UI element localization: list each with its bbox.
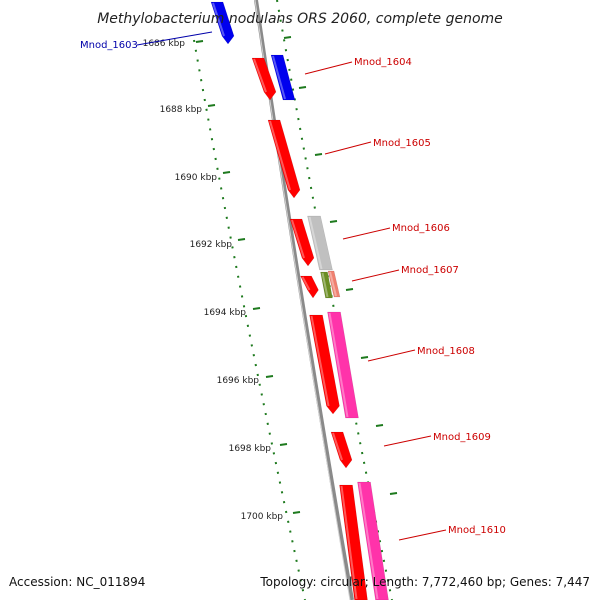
gene-label-leader (136, 31, 213, 46)
gene-feature-salmon (327, 270, 341, 298)
gene-feature-red (267, 119, 301, 199)
gene-label-leader (367, 349, 416, 362)
tick-mark-inner (222, 171, 231, 174)
tick-mark-outer (389, 492, 398, 495)
accession-text: Accession: NC_011894 (9, 575, 145, 589)
gene-feature-highlight (321, 272, 329, 298)
gene-feature-highlight (253, 58, 267, 93)
gene-label-leader (342, 227, 391, 240)
gene-label-leader (324, 141, 372, 155)
tick-mark-outer (283, 36, 292, 39)
gene-label: Mnod_1604 (354, 57, 412, 68)
gene-labels: Mnod_1603 Mnod_1604 Mnod_1605 Mnod_1606 Mnod… (80, 31, 506, 541)
tick-label: 1692 kbp (190, 240, 233, 250)
tick-label: 1698 kbp (229, 444, 272, 454)
gene-label: Mnod_1603 (80, 40, 138, 51)
tick-mark-inner (265, 375, 274, 378)
gene-label: Mnod_1606 (392, 223, 450, 234)
gene-feature-pink (357, 481, 389, 600)
tick-marks: 1686 kbp 1688 kbp 1690 kbp 1692 kbp 1694 kbp… (143, 36, 398, 522)
gene-feature-red (339, 484, 368, 600)
gene-feature-pink (327, 311, 359, 419)
tick-mark-outer (298, 86, 307, 89)
tick-mark-outer (329, 220, 338, 223)
tick-mark-outer (375, 424, 384, 427)
gene-label-leader (351, 269, 400, 282)
gene-label: Mnod_1609 (433, 432, 491, 443)
gene-label-leader (383, 435, 432, 447)
gene-label-leader (398, 529, 447, 541)
gene-feature-blue (210, 1, 235, 45)
tick-mark-inner (195, 40, 204, 43)
gene-feature-highlight (340, 485, 358, 600)
tick-mark-inner (237, 238, 246, 241)
gene-feature-highlight (301, 276, 311, 291)
gene-feature-highlight (328, 312, 349, 418)
gene-feature-blue (270, 54, 296, 101)
gene-feature-highlight (272, 55, 286, 100)
gene-feature-highlight (291, 219, 305, 259)
gene-feature-highlight (212, 2, 225, 37)
tick-label: 1696 kbp (217, 376, 260, 386)
tick-label: 1690 kbp (175, 173, 218, 183)
map-title: Methylobacterium nodulans ORS 2060, comp… (97, 11, 503, 27)
gene-features (210, 1, 389, 600)
gene-feature-red (300, 275, 319, 299)
tick-label: 1688 kbp (160, 105, 203, 115)
genome-summary-text: Topology: circular; Length: 7,772,460 bp… (259, 575, 590, 589)
gene-label: Mnod_1610 (448, 525, 506, 536)
tick-label: 1686 kbp (143, 39, 186, 49)
gene-feature-olive (320, 271, 333, 299)
tick-mark-outer (360, 356, 369, 359)
gene-feature-red (289, 218, 315, 267)
gene-feature-red (251, 57, 277, 101)
gene-feature-gray (307, 215, 333, 271)
tick-label: 1694 kbp (204, 308, 247, 318)
tick-mark-inner (252, 307, 261, 310)
gene-feature-highlight (310, 315, 330, 407)
gene-feature-highlight (308, 216, 323, 270)
gene-feature-highlight (358, 482, 379, 600)
tick-mark-inner (279, 443, 288, 446)
gene-feature-red (330, 431, 353, 469)
tick-mark-outer (314, 153, 323, 156)
tick-label: 1700 kbp (241, 512, 284, 522)
gene-feature-highlight (269, 120, 291, 191)
tick-mark-outer (345, 288, 354, 291)
gene-label-leader (304, 61, 353, 75)
tick-mark-inner (207, 104, 216, 107)
gene-feature-highlight (332, 432, 343, 461)
gene-label: Mnod_1608 (417, 346, 475, 357)
gene-feature-highlight (329, 271, 337, 297)
gene-feature-red (309, 314, 340, 415)
tick-mark-inner (292, 511, 301, 514)
gene-label: Mnod_1605 (373, 138, 431, 149)
gene-label: Mnod_1607 (401, 265, 459, 276)
